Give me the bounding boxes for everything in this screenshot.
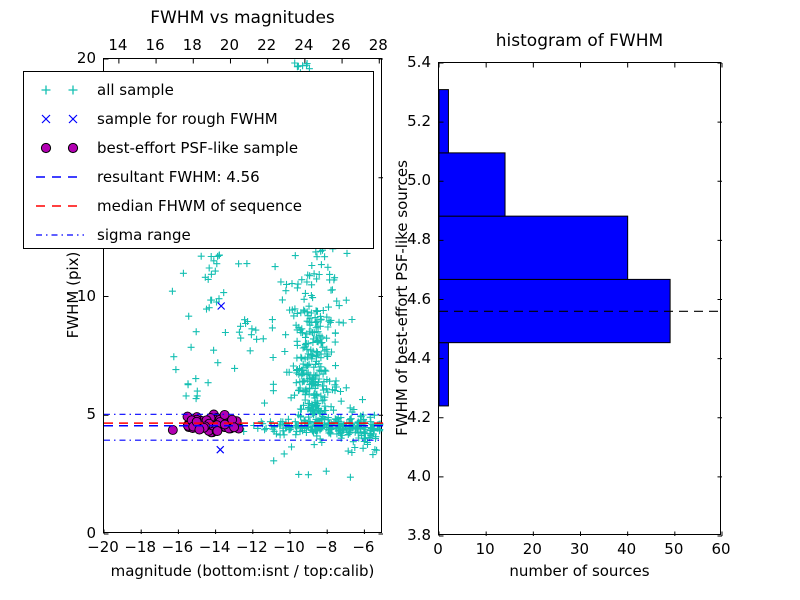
histogram-y-tick-label: 5.4 xyxy=(407,53,431,71)
histogram-y-tick-label: 5.0 xyxy=(407,171,431,190)
histogram-y-tick-label: 5.2 xyxy=(407,112,431,131)
scatter-y-tick-label: 0 xyxy=(86,524,96,542)
histogram-bar xyxy=(438,152,506,217)
histogram-x-tick-label: 50 xyxy=(664,540,684,558)
dashed-red-line-icon xyxy=(36,204,84,207)
scatter-x-tick-label: −16 xyxy=(161,538,194,556)
histogram-svg xyxy=(438,62,723,537)
histogram-axis-ticks xyxy=(438,62,723,537)
legend-box: all sample sample for rough FWHM best-ef… xyxy=(23,71,374,249)
scatter-top-tick-label: 22 xyxy=(257,36,277,54)
legend-entry-all-sample: all sample xyxy=(32,75,373,104)
scatter-x-tick-label: −8 xyxy=(315,538,338,556)
histogram-y-tick-label: 4.0 xyxy=(407,466,431,485)
histogram-axes xyxy=(438,62,723,537)
scatter-top-tick-label: 26 xyxy=(331,36,351,54)
histogram-x-tick-label: 40 xyxy=(617,540,637,558)
histogram-y-tick-label: 4.8 xyxy=(407,230,431,249)
legend-entry-psf-sample: best-effort PSF-like sample xyxy=(32,133,373,162)
legend-label: sample for rough FWHM xyxy=(97,109,278,128)
histogram-y-tick-label: 4.4 xyxy=(407,348,431,367)
legend-entry-rough-fwhm: sample for rough FWHM xyxy=(32,104,373,133)
scatter-plot-svg xyxy=(103,58,384,535)
histogram-bar xyxy=(438,89,449,154)
scatter-x-tick-label: −12 xyxy=(235,538,268,556)
scatter-y-tick-label: 20 xyxy=(76,49,96,67)
legend-label: resultant FWHM: 4.56 xyxy=(97,167,260,186)
histogram-x-tick-label: 0 xyxy=(433,540,443,558)
legend-label: sigma range xyxy=(97,225,191,244)
scatter-x-tick-label: −10 xyxy=(273,538,305,556)
histogram-bar xyxy=(438,215,629,280)
scatter-y-tick-label: 5 xyxy=(86,405,96,424)
scatter-top-tick-label: 16 xyxy=(145,36,165,54)
scatter-y-tick-label: 10 xyxy=(76,286,96,305)
scatter-top-tick-label: 14 xyxy=(108,36,128,54)
histogram-bar xyxy=(438,342,449,407)
dashed-blue-line-icon xyxy=(36,175,84,178)
circle-marker-icon xyxy=(40,142,79,153)
scatter-x-tick-label: −6 xyxy=(352,538,375,556)
legend-label: median FHWM of sequence xyxy=(97,196,302,215)
scatter-title: FWHM vs magnitudes xyxy=(150,8,335,28)
legend-label: all sample xyxy=(97,80,174,99)
scatter-top-tick-label: 20 xyxy=(219,36,240,54)
x-marker-icon xyxy=(41,114,78,123)
dashdot-blue-line-icon xyxy=(36,233,84,236)
fwhm-reference-lines xyxy=(104,413,383,441)
legend-entry-resultant: resultant FWHM: 4.56 xyxy=(32,162,373,191)
histogram-y-tick-label: 4.6 xyxy=(407,289,431,308)
histogram-x-tick-label: 20 xyxy=(522,540,542,558)
histogram-y-tick-label: 3.8 xyxy=(407,526,431,544)
scatter-top-tick-label: 28 xyxy=(368,36,388,54)
histogram-xlabel: number of sources xyxy=(509,562,650,580)
scatter-xlabel: magnitude (bottom:isnt / top:calib) xyxy=(110,562,375,580)
histogram-bars xyxy=(438,89,671,407)
legend-entry-sigma: sigma range xyxy=(32,220,373,249)
histogram-y-tick-label: 4.2 xyxy=(407,407,431,426)
scatter-axis-ticks xyxy=(103,58,383,535)
rough-fwhm-points xyxy=(216,302,226,454)
histogram-x-tick-label: 10 xyxy=(475,540,495,558)
histogram-title: histogram of FWHM xyxy=(495,31,664,51)
scatter-x-tick-label: −18 xyxy=(124,538,157,556)
scatter-x-tick-label: −14 xyxy=(198,538,231,556)
plus-marker-icon xyxy=(41,85,78,94)
legend-label: best-effort PSF-like sample xyxy=(97,138,299,157)
scatter-top-tick-label: 18 xyxy=(182,36,202,54)
legend-entry-median: median FHWM of sequence xyxy=(32,191,373,220)
histogram-x-tick-label: 60 xyxy=(711,540,731,558)
scatter-x-tick-label: −20 xyxy=(87,538,119,556)
scatter-top-tick-label: 24 xyxy=(294,36,314,54)
histogram-x-tick-label: 30 xyxy=(569,540,590,558)
